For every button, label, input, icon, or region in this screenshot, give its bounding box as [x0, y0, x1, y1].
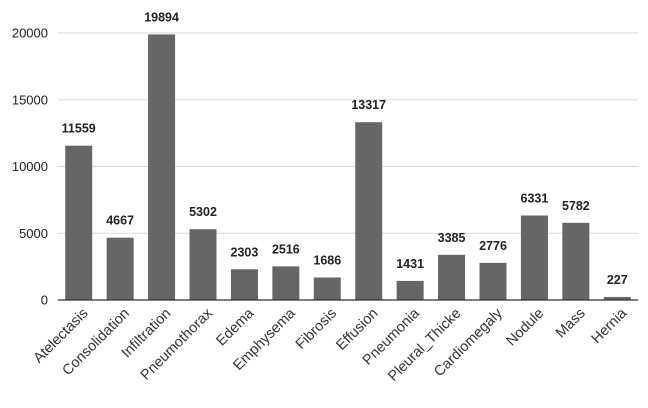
- gridlines: [58, 32, 638, 234]
- category-label: Nodule: [503, 306, 547, 350]
- bar: [396, 280, 424, 300]
- bar: [562, 222, 590, 300]
- bar: [148, 34, 176, 300]
- category-label: Fibrosis: [293, 306, 340, 353]
- data-label: 2303: [231, 245, 259, 259]
- bar: [313, 277, 341, 300]
- data-label: 6331: [521, 191, 549, 205]
- bar: [355, 122, 383, 300]
- data-label: 2516: [272, 242, 300, 256]
- data-label: 11559: [62, 122, 96, 136]
- data-label: 1686: [313, 253, 341, 267]
- category-label: Pleural_Thicke: [385, 306, 464, 385]
- bar: [479, 262, 507, 300]
- data-label: 5302: [189, 205, 217, 219]
- y-tick-label: 5000: [19, 226, 48, 241]
- data-label: 1431: [396, 257, 424, 271]
- bar: [272, 266, 300, 300]
- data-label: 227: [607, 273, 628, 287]
- bar: [438, 254, 466, 300]
- data-label: 3385: [438, 231, 466, 245]
- category-label: Pneumothorax: [138, 305, 217, 384]
- bar: [106, 237, 134, 300]
- category-label: Hernia: [589, 305, 631, 347]
- data-label: 13317: [351, 98, 386, 112]
- bar: [65, 145, 93, 300]
- data-label: 19894: [144, 10, 179, 24]
- y-tick-label: 0: [41, 293, 48, 308]
- data-label: 5782: [562, 199, 590, 213]
- data-label: 4667: [106, 214, 134, 228]
- bar: [603, 296, 631, 300]
- data-labels: 11559 4667 19894 5302 2303 2516 1686 13317 1431 3…: [62, 10, 628, 287]
- y-tick-label: 20000: [12, 26, 48, 41]
- data-label: 2776: [479, 239, 507, 253]
- x-axis-category-labels: AtelectasisConsolidationInfiltrationPneu…: [31, 305, 631, 385]
- y-axis-tick-labels: 0 5000 10000 15000 20000: [12, 26, 48, 308]
- bars: [65, 34, 631, 300]
- bar: [230, 269, 258, 300]
- y-tick-label: 10000: [12, 159, 48, 174]
- y-tick-label: 15000: [12, 92, 48, 107]
- bar: [520, 215, 548, 300]
- bar: [189, 229, 217, 300]
- category-label: Mass: [553, 306, 589, 342]
